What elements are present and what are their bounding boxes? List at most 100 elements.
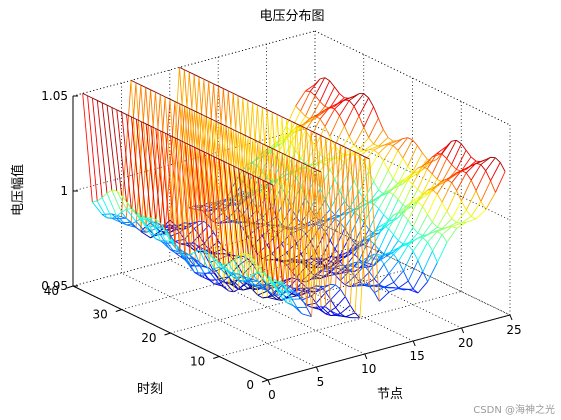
surface-mesh-line xyxy=(304,95,316,117)
surface-mesh-line xyxy=(480,180,491,202)
surface-mesh-line xyxy=(335,147,346,285)
surface-mesh-line xyxy=(330,283,336,286)
surface-mesh-line xyxy=(329,115,340,137)
surface-mesh-line xyxy=(495,171,506,193)
surface-mesh-line xyxy=(339,115,345,127)
surface-mesh-line xyxy=(363,127,370,138)
surface-mesh-line xyxy=(184,110,195,260)
surface-mesh-line xyxy=(194,147,200,151)
surface-mesh-line xyxy=(101,192,108,198)
surface-mesh-line xyxy=(426,178,438,195)
surface-mesh-line xyxy=(388,247,399,254)
surface-mesh-line xyxy=(465,190,477,211)
surface-mesh-line xyxy=(194,147,205,251)
surface-mesh-line xyxy=(130,79,137,84)
surface-mesh-line xyxy=(412,183,418,190)
surface-mesh-line xyxy=(387,169,394,179)
surface-mesh-line xyxy=(126,201,132,210)
surface-mesh-line xyxy=(228,276,239,290)
surface-mesh-line xyxy=(321,306,327,308)
surface-mesh-line xyxy=(475,159,486,164)
surface-mesh-line xyxy=(358,115,365,128)
surface-mesh-line xyxy=(291,261,302,272)
surface-mesh-line xyxy=(388,260,399,274)
surface-mesh-line xyxy=(461,200,467,211)
surface-mesh-line xyxy=(243,280,254,287)
surface-mesh-line xyxy=(398,245,409,262)
surface-mesh-line xyxy=(460,156,472,172)
surface-mesh-line xyxy=(382,160,389,171)
surface-mesh-line xyxy=(165,240,176,254)
surface-mesh-line xyxy=(422,250,433,273)
surface-mesh-line xyxy=(257,104,268,261)
surface-mesh-line xyxy=(145,225,156,228)
surface-mesh-line xyxy=(267,278,278,292)
surface-mesh-line xyxy=(184,105,190,110)
surface-mesh-line xyxy=(160,130,166,134)
surface-mesh-line xyxy=(402,139,413,159)
surface-mesh-line xyxy=(262,179,269,184)
surface-mesh-line xyxy=(378,252,389,258)
surface-mesh-line xyxy=(353,93,365,107)
surface-mesh-line xyxy=(378,291,390,302)
surface-mesh-line xyxy=(179,103,190,243)
surface-mesh-line xyxy=(126,223,132,226)
surface-mesh-line xyxy=(319,77,325,80)
surface-mesh-line xyxy=(402,157,409,167)
surface-mesh-line xyxy=(417,232,423,236)
surface-mesh-line xyxy=(204,250,215,269)
surface-mesh-line xyxy=(431,153,443,175)
surface-mesh-line xyxy=(243,170,249,174)
surface-mesh-line xyxy=(412,237,424,252)
surface-mesh-line xyxy=(359,283,370,288)
surface-mesh-line xyxy=(456,221,467,229)
surface-mesh-line xyxy=(189,145,201,251)
surface-mesh-line xyxy=(398,204,409,213)
surface-mesh-line xyxy=(257,146,269,282)
surface-mesh-line xyxy=(189,254,200,276)
surface-mesh-line xyxy=(179,139,186,144)
surface-mesh-line xyxy=(237,136,249,290)
surface-mesh-line xyxy=(398,287,409,290)
surface-mesh-line xyxy=(116,190,127,210)
surface-mesh-line xyxy=(349,285,355,288)
surface-mesh-line xyxy=(373,253,380,258)
surface-mesh-line xyxy=(456,150,467,170)
surface-mesh-line xyxy=(325,137,336,276)
surface-mesh-line xyxy=(179,140,191,255)
surface-mesh-line xyxy=(213,272,220,281)
surface-mesh-line xyxy=(417,281,429,294)
surface-mesh-line xyxy=(417,234,428,239)
surface-mesh-line xyxy=(393,212,399,216)
surface-mesh-line xyxy=(296,164,308,294)
surface-mesh-line xyxy=(296,292,303,300)
surface-mesh-line xyxy=(363,93,369,99)
surface-mesh-line xyxy=(228,259,235,264)
surface-mesh-line xyxy=(412,152,423,173)
surface-mesh-line xyxy=(490,162,501,181)
surface-mesh-line xyxy=(393,254,399,262)
surface-mesh-line xyxy=(141,216,147,219)
surface-mesh-line xyxy=(291,304,303,315)
surface-mesh-line xyxy=(446,172,457,180)
surface-mesh-line xyxy=(320,271,331,279)
surface-mesh-line xyxy=(309,91,316,96)
surface-mesh-line xyxy=(237,95,244,99)
surface-mesh-line xyxy=(243,252,249,255)
surface-mesh-line xyxy=(335,142,341,146)
surface-mesh-line xyxy=(353,105,360,117)
surface-mesh-line xyxy=(364,156,370,160)
surface-mesh-line xyxy=(184,142,196,252)
surface-mesh-line xyxy=(213,268,225,282)
surface-mesh-line xyxy=(378,143,389,154)
surface-mesh-line xyxy=(296,290,307,295)
surface-mesh-line xyxy=(160,130,171,240)
surface-mesh-line xyxy=(339,100,350,116)
surface-mesh-line xyxy=(291,298,298,308)
surface-mesh-line xyxy=(431,173,438,180)
x-tick-mark xyxy=(412,340,416,347)
surface-mesh-line xyxy=(499,162,506,172)
surface-mesh-line xyxy=(314,115,321,120)
y-axis-label: 时刻 xyxy=(137,382,163,397)
surface-mesh-line xyxy=(461,170,467,174)
